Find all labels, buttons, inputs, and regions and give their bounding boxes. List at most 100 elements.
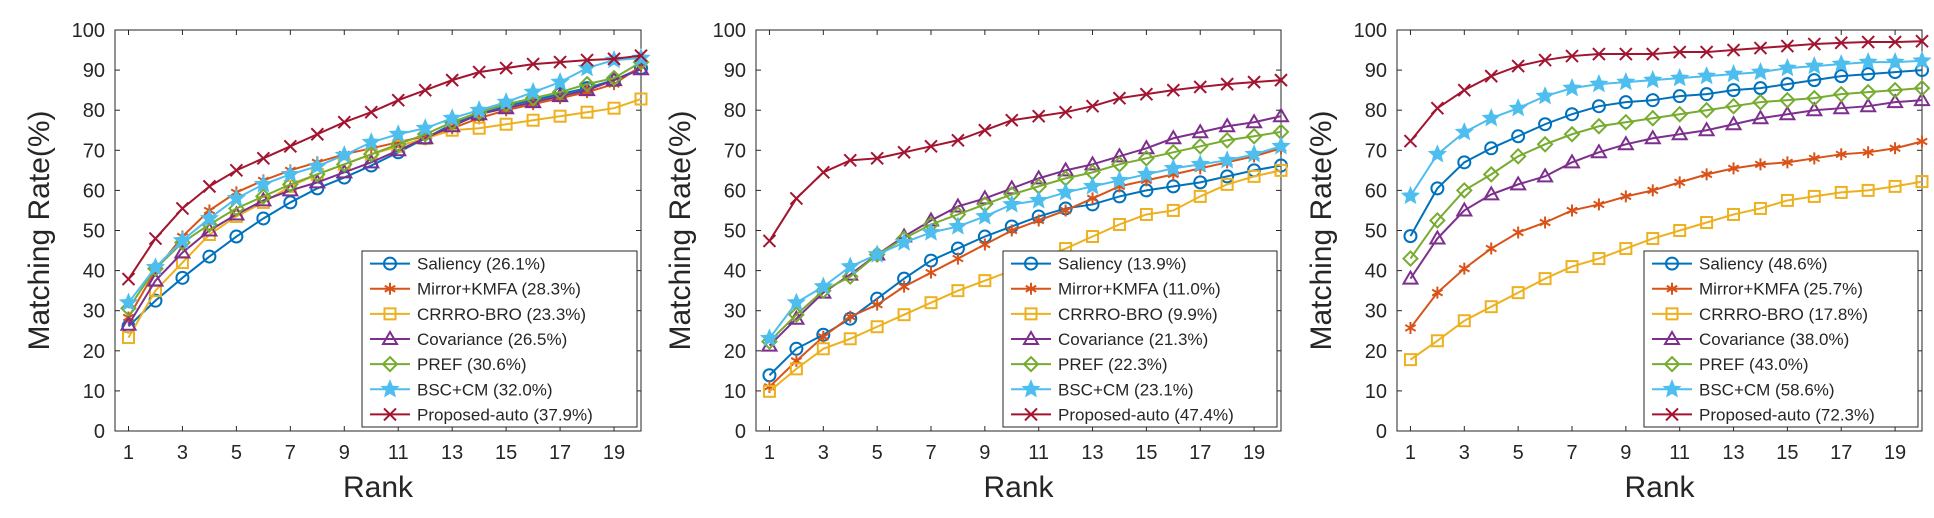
data-point (1402, 250, 1419, 267)
data-point (1137, 139, 1156, 155)
legend-marker (383, 307, 397, 321)
series-cross (1403, 34, 1929, 148)
x-axis-label: Rank (983, 471, 1054, 504)
data-point (577, 57, 597, 77)
x-tick-label: 3 (1459, 442, 1470, 464)
legend-marker (1024, 407, 1038, 422)
data-point (469, 100, 489, 119)
data-point (1166, 203, 1180, 217)
legend-marker (1665, 307, 1679, 321)
data-point (364, 147, 378, 161)
data-point (1430, 334, 1444, 348)
data-point (283, 195, 298, 210)
data-point (1886, 81, 1904, 99)
data-point (578, 75, 596, 93)
data-point (1834, 36, 1848, 50)
data-point (1885, 51, 1905, 71)
data-point (1698, 101, 1716, 119)
data-point (1620, 190, 1632, 203)
data-point (1430, 181, 1445, 196)
x-axis-label: Rank (1624, 471, 1695, 504)
legend: Saliency (26.1%) Mirror+KMFA (28.3%) CRRRO… (361, 250, 638, 428)
data-point (307, 156, 327, 175)
data-point (1590, 143, 1608, 159)
data-point (979, 238, 991, 251)
data-point (199, 208, 220, 227)
data-point (1805, 101, 1824, 117)
data-point (894, 232, 914, 251)
data-point (553, 55, 567, 69)
series-star (1400, 50, 1932, 205)
data-point (499, 117, 513, 131)
data-point (229, 229, 244, 244)
legend-marker (1024, 307, 1038, 321)
data-point (952, 252, 964, 265)
data-point (281, 181, 300, 197)
data-point (1193, 175, 1208, 190)
data-point (1726, 43, 1741, 57)
y-tick-label: 10 (724, 381, 746, 403)
data-point (1807, 37, 1822, 51)
data-point (1592, 47, 1606, 61)
data-point (1482, 165, 1500, 183)
data-point (1617, 135, 1635, 151)
legend-marker (1021, 379, 1041, 398)
data-point (843, 153, 857, 168)
data-point (1644, 129, 1662, 145)
y-tick-label: 20 (1365, 341, 1387, 363)
data-point (1536, 167, 1554, 183)
data-point (634, 48, 648, 63)
data-point (254, 188, 272, 205)
data-point (1082, 176, 1103, 195)
data-point (1508, 98, 1528, 117)
data-point (1697, 121, 1716, 137)
data-point (978, 274, 992, 288)
data-point (1589, 74, 1609, 93)
data-point (1218, 131, 1236, 149)
data-point (1220, 177, 1234, 191)
data-point (1700, 215, 1714, 229)
data-point (1404, 321, 1417, 334)
x-tick-label: 15 (1135, 442, 1157, 464)
data-point (1618, 95, 1633, 110)
data-point (1727, 162, 1740, 175)
data-point (1725, 97, 1742, 115)
data-point (813, 276, 833, 295)
data-point (1029, 190, 1049, 209)
y-tick-label: 90 (1365, 60, 1387, 82)
data-point (1511, 129, 1526, 144)
data-point (1112, 217, 1126, 231)
y-tick-label: 90 (724, 60, 746, 82)
data-point (1427, 144, 1448, 163)
data-point (1777, 57, 1797, 77)
legend-marker (381, 330, 399, 345)
data-point (526, 113, 540, 127)
data-point (1916, 135, 1928, 148)
data-point (1591, 99, 1606, 114)
legend-entry: CRRRO-BRO (17.8%) (1699, 305, 1868, 324)
data-point (337, 115, 351, 129)
data-point (1807, 73, 1822, 88)
y-tick-label: 70 (724, 140, 746, 162)
legend-entry: Proposed-auto (47.4%) (1058, 405, 1234, 424)
data-point (897, 145, 911, 160)
data-point (1193, 189, 1207, 203)
legend-entry: BSC+CM (32.0%) (417, 380, 553, 399)
data-point (1805, 89, 1823, 107)
y-tick-label: 100 (713, 20, 746, 42)
data-point (1272, 107, 1290, 123)
data-point (843, 332, 857, 346)
data-point (1888, 179, 1902, 193)
x-tick-label: 13 (441, 442, 463, 464)
legend-marker (1024, 256, 1038, 271)
data-point (1889, 142, 1901, 155)
data-point (870, 151, 884, 166)
data-point (1139, 207, 1153, 221)
data-point (1538, 53, 1552, 67)
data-point (1031, 109, 1046, 123)
data-point (1913, 91, 1931, 107)
y-tick-label: 10 (1365, 381, 1387, 403)
data-point (789, 191, 804, 206)
data-point (844, 310, 856, 323)
